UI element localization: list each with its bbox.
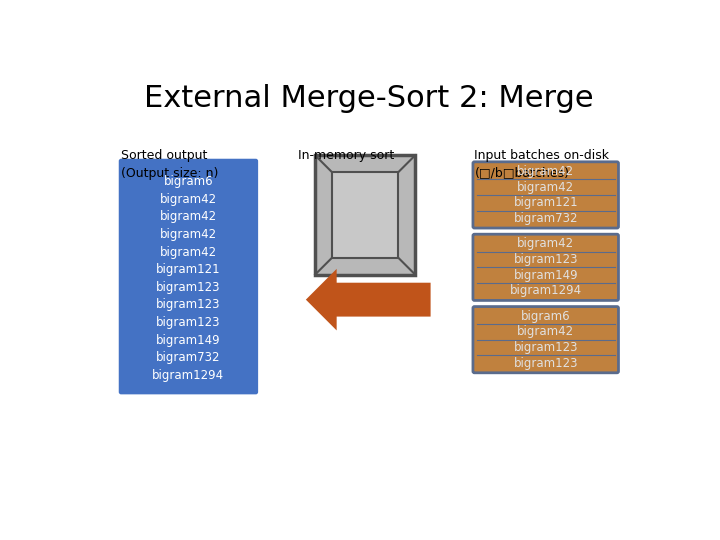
Text: bigram42: bigram42 — [160, 246, 217, 259]
FancyBboxPatch shape — [473, 234, 618, 300]
Text: Input batches on-disk
(□/b□batches): Input batches on-disk (□/b□batches) — [474, 150, 610, 179]
Text: External Merge-Sort 2: Merge: External Merge-Sort 2: Merge — [144, 84, 594, 113]
Text: bigram123: bigram123 — [156, 316, 221, 329]
Text: bigram123: bigram123 — [156, 281, 221, 294]
Polygon shape — [315, 156, 415, 275]
FancyBboxPatch shape — [473, 307, 618, 373]
FancyBboxPatch shape — [119, 159, 258, 394]
Text: bigram121: bigram121 — [513, 197, 578, 210]
Text: bigram123: bigram123 — [513, 341, 578, 354]
Polygon shape — [306, 269, 431, 330]
Text: bigram149: bigram149 — [156, 334, 221, 347]
Text: bigram42: bigram42 — [160, 193, 217, 206]
Text: bigram732: bigram732 — [156, 352, 221, 365]
Text: bigram6: bigram6 — [163, 175, 213, 188]
Text: bigram42: bigram42 — [517, 165, 575, 178]
Text: In-memory sort: In-memory sort — [298, 150, 395, 163]
Text: bigram42: bigram42 — [160, 228, 217, 241]
Text: bigram42: bigram42 — [517, 325, 575, 338]
Text: bigram6: bigram6 — [521, 309, 570, 322]
Text: bigram123: bigram123 — [513, 253, 578, 266]
Text: Sorted output
(Output size: n): Sorted output (Output size: n) — [121, 150, 218, 179]
Polygon shape — [332, 172, 398, 258]
Text: bigram123: bigram123 — [156, 299, 221, 312]
Text: bigram42: bigram42 — [517, 237, 575, 250]
Text: bigram1294: bigram1294 — [510, 285, 582, 298]
Text: bigram149: bigram149 — [513, 269, 578, 282]
Text: bigram732: bigram732 — [513, 212, 578, 225]
Text: bigram42: bigram42 — [160, 210, 217, 223]
FancyBboxPatch shape — [473, 162, 618, 228]
Text: bigram123: bigram123 — [513, 357, 578, 370]
Text: bigram121: bigram121 — [156, 263, 221, 276]
Text: bigram1294: bigram1294 — [153, 369, 225, 382]
Text: bigram42: bigram42 — [517, 180, 575, 193]
